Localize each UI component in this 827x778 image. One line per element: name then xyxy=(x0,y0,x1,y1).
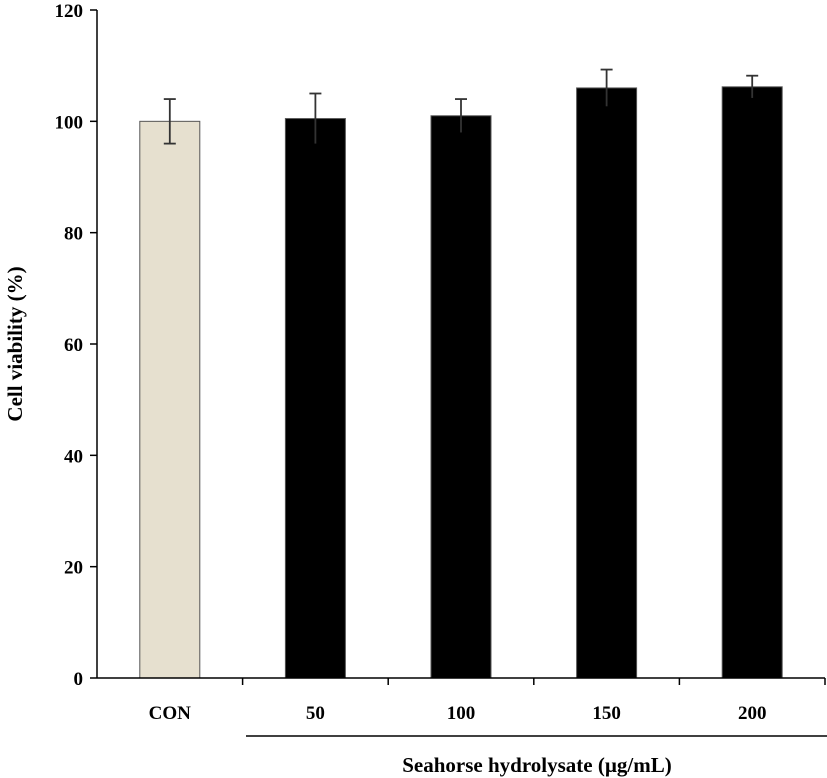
x-tick-label: CON xyxy=(149,703,192,724)
bar-200 xyxy=(721,86,783,679)
y-tick-label: 100 xyxy=(55,112,84,133)
y-tick-label: 80 xyxy=(64,224,83,245)
bars-group xyxy=(139,86,783,679)
bar-150 xyxy=(576,87,638,679)
y-ticks-group: 0 20 40 60 80 100 120 xyxy=(55,1,97,690)
x-tick-label: 200 xyxy=(738,703,767,724)
bar-50 xyxy=(284,118,346,679)
x-ticks-group: CON 50 100 150 200 xyxy=(149,678,826,724)
y-tick-label: 60 xyxy=(64,335,83,356)
bar-100 xyxy=(430,115,492,679)
x-tick-label: 150 xyxy=(592,703,621,724)
y-axis-label: Cell viability (%) xyxy=(3,266,27,421)
bar-con xyxy=(139,120,201,679)
error-bars-group xyxy=(163,68,759,145)
y-tick-label: 120 xyxy=(55,1,84,22)
x-tick-label: 100 xyxy=(447,703,476,724)
x-axis-label: Seahorse hydrolysate (µg/mL) xyxy=(402,753,672,777)
y-tick-label: 0 xyxy=(74,669,84,690)
x-tick-label: 50 xyxy=(306,703,325,724)
y-tick-label: 40 xyxy=(64,446,83,467)
y-tick-label: 20 xyxy=(64,558,83,579)
